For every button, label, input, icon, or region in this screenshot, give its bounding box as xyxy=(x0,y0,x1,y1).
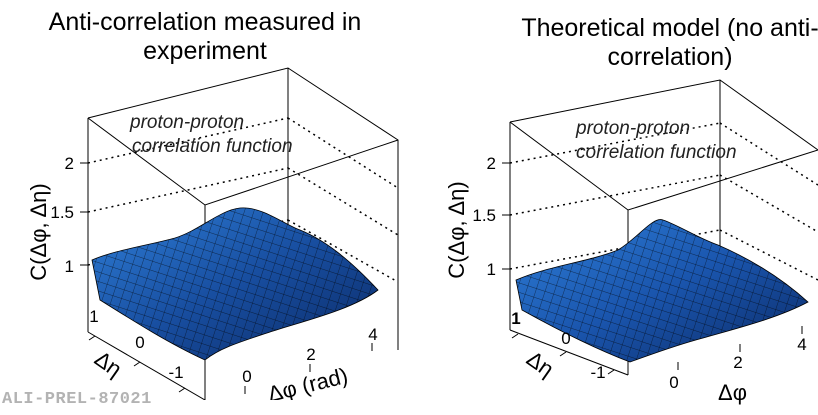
surface-plot-right-svg: 2 1.5 1 C(Δφ, Δη) proton-proton correlat… xyxy=(444,79,818,405)
xy-ticks-left xyxy=(88,335,373,394)
y-tick-label: -1 xyxy=(590,363,605,382)
y-tick-label: 0 xyxy=(561,329,570,348)
z-tick-label: 1 xyxy=(487,260,496,279)
surface-right xyxy=(515,219,809,363)
x-tick-label: 2 xyxy=(733,353,742,372)
surface-plot-left: 2 1.5 1 C(Δφ, Δη) proton-proton correlat… xyxy=(0,60,410,407)
z-tick-label: 2 xyxy=(487,154,496,173)
x-axis-label: Δφ (rad) xyxy=(265,363,350,400)
x-tick-label: 0 xyxy=(242,367,251,386)
x-axis-label: Δφ xyxy=(718,380,747,405)
z-axis-label: C(Δφ, Δη) xyxy=(444,181,469,278)
annotation-line1: proton-proton xyxy=(129,112,244,133)
y-axis-label: Δη xyxy=(522,346,558,382)
grid-right xyxy=(509,122,818,281)
annotation-line1: proton-proton xyxy=(575,118,690,139)
z-ticks-right xyxy=(502,162,510,270)
surface-plot-right: 2 1.5 1 C(Δφ, Δη) proton-proton correlat… xyxy=(418,70,818,410)
z-tick-label: 1.5 xyxy=(472,206,496,225)
surface-plot-left-svg: 2 1.5 1 C(Δφ, Δη) proton-proton correlat… xyxy=(26,67,399,407)
z-tick-label: 1 xyxy=(65,257,74,276)
z-tick-label: 1.5 xyxy=(50,203,74,222)
annotation-line2: correlation function xyxy=(576,142,737,163)
y-tick-label: 0 xyxy=(135,333,144,352)
z-tick-label: 2 xyxy=(65,154,74,173)
y-tick-label: 1 xyxy=(511,309,520,328)
x-tick-label: 4 xyxy=(797,335,806,354)
watermark-label: ALI-PREL-87021 xyxy=(2,390,152,409)
x-tick-label: 0 xyxy=(669,373,678,392)
y-tick-label: 1 xyxy=(89,307,98,326)
chart-title-left: Anti-correlation measured in experiment xyxy=(48,8,362,65)
surface-left xyxy=(91,207,379,361)
x-tick-label: 2 xyxy=(306,345,315,364)
annotation-line2: correlation function xyxy=(132,136,293,157)
xy-ticks-right xyxy=(511,326,803,375)
z-ticks-left xyxy=(80,162,88,266)
z-axis-label: C(Δφ, Δη) xyxy=(26,183,51,280)
x-tick-label: 4 xyxy=(368,325,377,344)
y-tick-label: -1 xyxy=(168,363,183,382)
chart-title-right: Theoretical model (no anti-correlation) xyxy=(521,14,818,71)
